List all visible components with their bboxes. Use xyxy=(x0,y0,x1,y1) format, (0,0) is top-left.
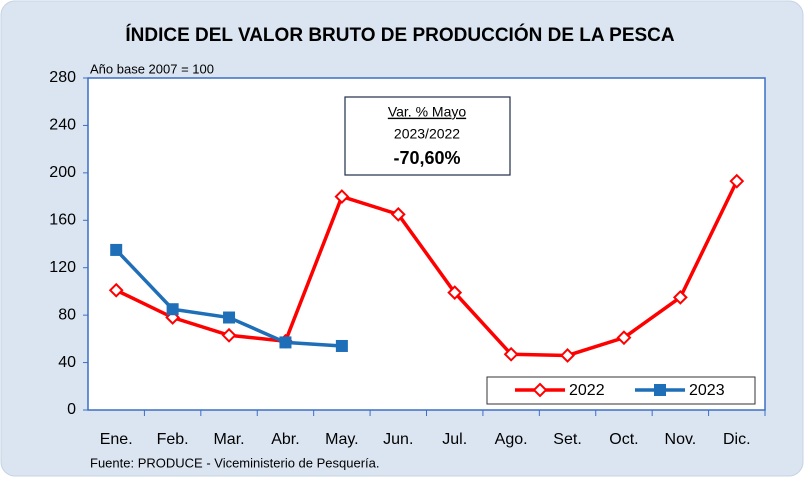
x-tick-label: Abr. xyxy=(271,431,299,448)
y-tick-label: 200 xyxy=(49,164,76,181)
subtitle: Año base 2007 = 100 xyxy=(90,61,214,76)
series-line xyxy=(115,180,739,358)
point xyxy=(503,346,519,362)
point xyxy=(672,289,688,305)
legend-label: 2022 xyxy=(569,382,605,399)
chart-title: ÍNDICE DEL VALOR BRUTO DE PRODUCCIÓN DE … xyxy=(125,24,675,46)
point xyxy=(279,336,292,349)
x-tick-label: Dic. xyxy=(723,431,751,448)
x-tick-label: Ene. xyxy=(100,431,133,448)
point xyxy=(223,311,236,324)
x-tick-label: May. xyxy=(325,431,358,448)
point xyxy=(166,303,179,316)
x-tick-label: Oct. xyxy=(609,431,638,448)
legend-marker xyxy=(532,382,548,398)
point xyxy=(110,243,123,256)
x-tick-label: Feb. xyxy=(157,431,189,448)
point xyxy=(165,310,181,325)
legend-label: 2023 xyxy=(689,382,725,399)
y-tick-label: 120 xyxy=(49,259,76,276)
x-tick-label: Nov. xyxy=(665,431,697,448)
point xyxy=(447,285,463,301)
annotation-line: Var. % Mayo xyxy=(388,104,467,120)
x-tick-label: Jul. xyxy=(442,431,467,448)
y-tick-label: 240 xyxy=(49,117,76,134)
y-tick-label: 280 xyxy=(49,69,76,86)
x-tick-label: Ago. xyxy=(495,431,528,448)
y-tick-label: 0 xyxy=(67,401,76,418)
point xyxy=(560,348,575,363)
annotation-value: -70,60% xyxy=(393,148,460,168)
source: Fuente: PRODUCE - Viceministerio de Pesq… xyxy=(90,455,380,470)
x-tick-label: Mar. xyxy=(213,431,244,448)
x-tick-label: Jun. xyxy=(383,431,413,448)
point xyxy=(221,327,237,343)
point xyxy=(616,330,632,346)
x-tick-label: Set. xyxy=(553,431,581,448)
y-tick-label: 160 xyxy=(49,212,76,229)
y-tick-label: 80 xyxy=(58,306,76,323)
point xyxy=(729,173,745,189)
annotation-box xyxy=(344,96,511,176)
point xyxy=(334,189,350,204)
point xyxy=(390,206,406,222)
y-tick-label: 40 xyxy=(58,354,76,371)
annotation-line: 2023/2022 xyxy=(394,126,460,142)
point xyxy=(108,282,124,298)
point xyxy=(335,339,348,352)
legend-marker xyxy=(654,384,666,396)
